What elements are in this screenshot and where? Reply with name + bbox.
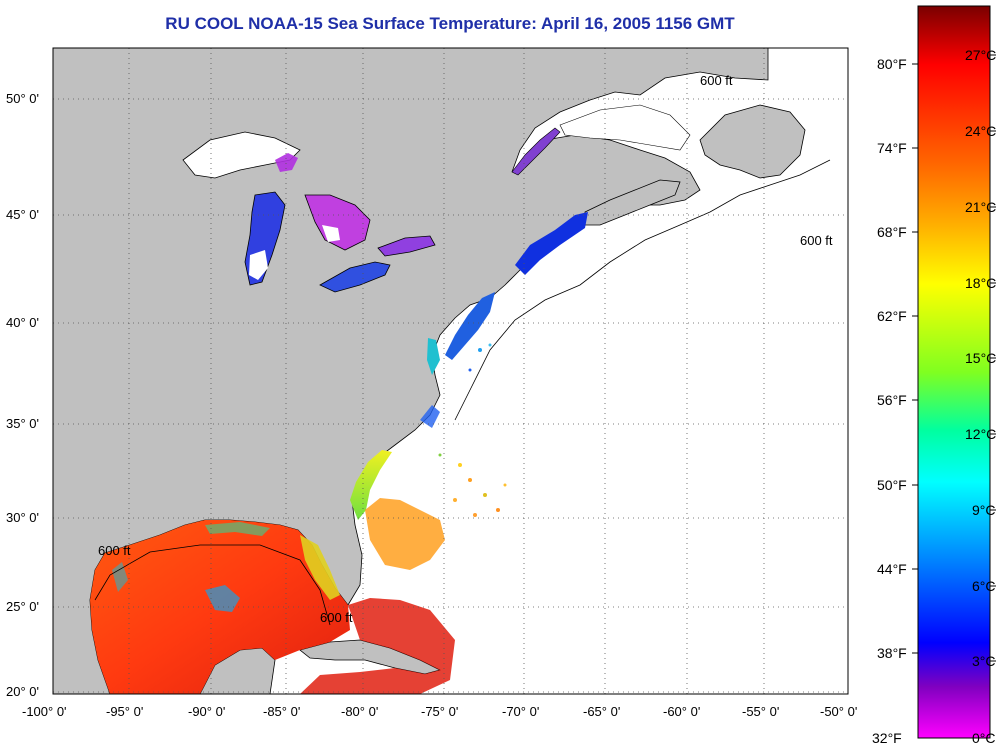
sst-gulf-west-cool <box>112 562 128 592</box>
colorbar-f-label-44: 44°F <box>877 561 907 577</box>
lon-label-60: -60° 0' <box>663 704 700 719</box>
colorbar-f-label-38: 38°F <box>877 645 907 661</box>
colorbar-c-label-3: 3°C <box>972 653 996 669</box>
gulf-st-lawrence <box>559 104 691 151</box>
lon-label-85: -85° 0' <box>263 704 300 719</box>
lon-label-90: -90° 0' <box>188 704 225 719</box>
isobath-line-gulf <box>94 544 331 626</box>
colorbar-f-label-74: 74°F <box>877 140 907 156</box>
lake-superior-sst <box>275 153 298 172</box>
lon-label-65: -65° 0' <box>583 704 620 719</box>
lon-label-55: -55° 0' <box>742 704 779 719</box>
lon-label-70: -70° 0' <box>502 704 539 719</box>
isobath-line <box>454 159 831 421</box>
lon-label-95: -95° 0' <box>106 704 143 719</box>
sst-mid-atlantic <box>445 292 495 360</box>
lake-erie <box>319 261 391 293</box>
land-nova-scotia <box>584 179 681 226</box>
map-frame <box>52 47 849 695</box>
colorbar <box>917 5 991 739</box>
colorbar-f-label-80: 80°F <box>877 56 907 72</box>
sst-gulf-of-maine <box>515 212 588 275</box>
colorbar-c-label-12: 12°C <box>965 426 997 442</box>
colorbar-c-label-27: 27°C <box>965 47 997 63</box>
colorbar-c-label-21: 21°C <box>965 199 997 215</box>
sst-chesapeake <box>427 338 440 375</box>
colorbar-f-label-56: 56°F <box>877 392 907 408</box>
colorbar-f-label-68: 68°F <box>877 224 907 240</box>
sst-gulf-shelf-green <box>205 522 270 536</box>
colorbar-f-label-50: 50°F <box>877 477 907 493</box>
lake-michigan-cold <box>249 250 268 280</box>
lon-label-100: -100° 0' <box>22 704 67 719</box>
sst-gulf-cool-patch <box>205 585 240 612</box>
colorbar-f-label-32: 32°F <box>872 730 902 746</box>
land-newfoundland <box>699 104 806 179</box>
lat-label-20: 20° 0' <box>6 684 39 699</box>
sst-caribbean <box>300 598 455 694</box>
lake-ontario <box>377 235 436 257</box>
lake-huron-cold <box>322 225 340 242</box>
colorbar-f-label-62: 62°F <box>877 308 907 324</box>
colorbar-c-label-18: 18°C <box>965 275 997 291</box>
lat-label-40: 40° 0' <box>6 315 39 330</box>
colorbar-c-label-0: 0°C <box>972 730 996 746</box>
colorbar-c-label-15: 15°C <box>965 350 997 366</box>
lat-label-25: 25° 0' <box>6 599 39 614</box>
sst-carolina <box>420 405 440 428</box>
sst-florida-west-yellow <box>300 535 340 600</box>
colorbar-ticks <box>912 54 996 662</box>
lat-label-30: 30° 0' <box>6 510 39 525</box>
colorbar-c-label-9: 9°C <box>972 502 996 518</box>
lon-label-75: -75° 0' <box>421 704 458 719</box>
lat-label-35: 35° 0' <box>6 416 39 431</box>
isobath-label-4: 600 ft <box>320 610 353 625</box>
isobath-label-3: 600 ft <box>98 543 131 558</box>
sst-florida-atlantic <box>365 498 445 570</box>
lon-label-80: -80° 0' <box>341 704 378 719</box>
map-title: RU COOL NOAA-15 Sea Surface Temperature:… <box>165 14 735 33</box>
sst-scatter <box>438 343 507 517</box>
lon-label-50: -50° 0' <box>820 704 857 719</box>
lake-huron <box>304 194 371 251</box>
sst-gulf-stream <box>350 450 392 520</box>
lat-label-50: 50° 0' <box>6 91 39 106</box>
lat-label-45: 45° 0' <box>6 207 39 222</box>
land-north-america <box>53 48 769 694</box>
isobath-label-2: 600 ft <box>800 233 833 248</box>
isobath-label-1: 600 ft <box>700 73 733 88</box>
colorbar-c-label-6: 6°C <box>972 578 996 594</box>
colorbar-c-label-24: 24°C <box>965 123 997 139</box>
